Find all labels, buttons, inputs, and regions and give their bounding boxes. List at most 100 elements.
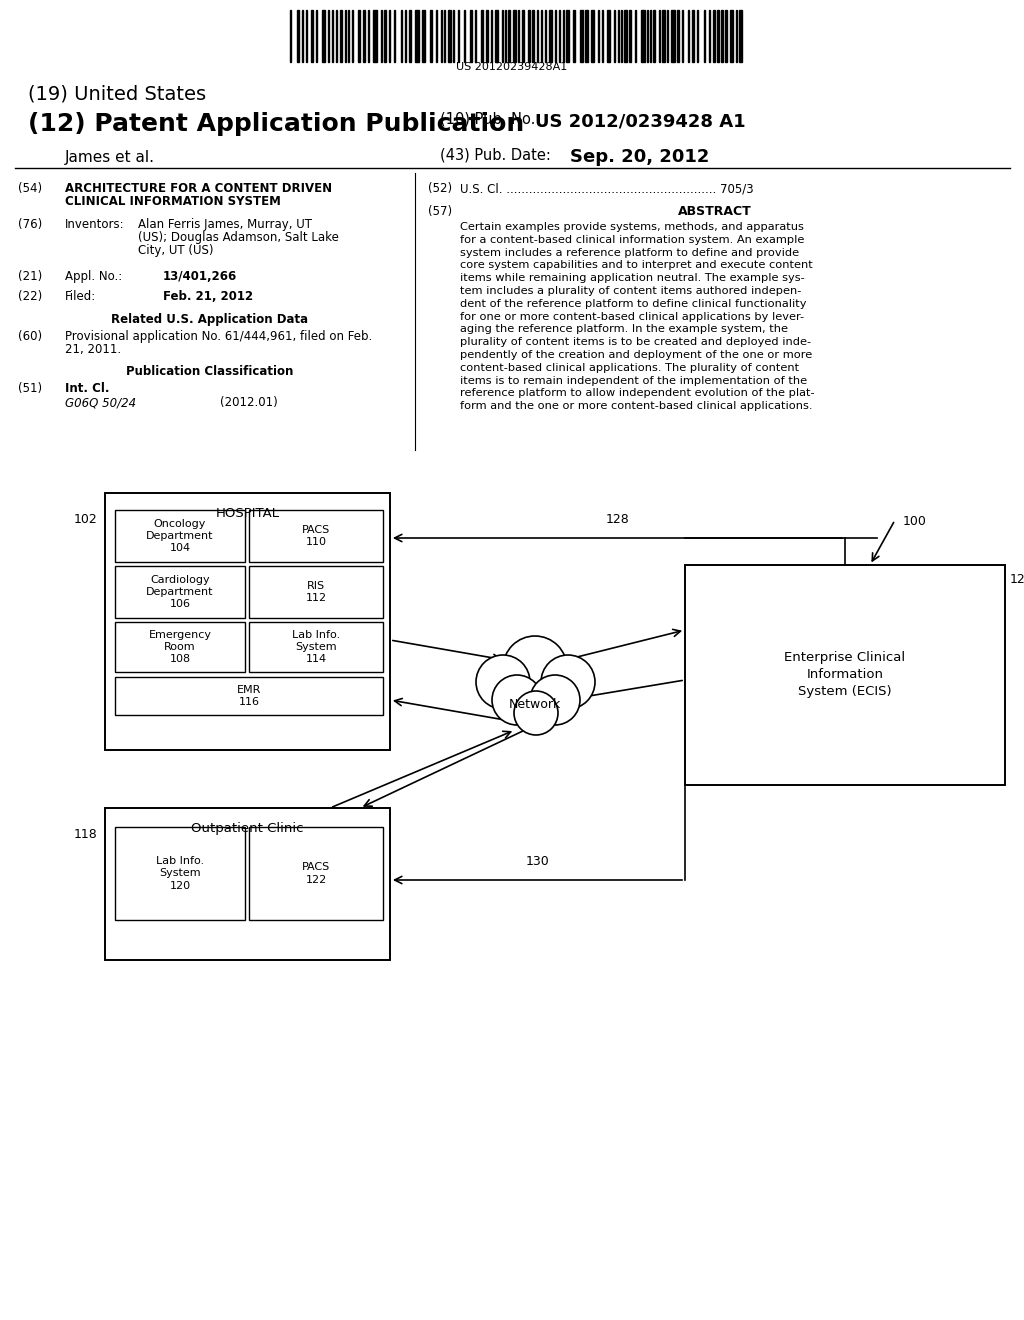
Text: 126: 126 [527,638,551,651]
Text: form and the one or more content-based clinical applications.: form and the one or more content-based c… [460,401,812,412]
Bar [725,11,727,62]
Bar [358,11,360,62]
Bar [249,510,383,562]
Bar [677,11,679,62]
Text: (22): (22) [18,290,42,304]
Text: RIS
112: RIS 112 [305,581,327,603]
Circle shape [476,655,530,709]
Circle shape [503,636,567,700]
Bar [311,11,313,62]
Text: (57): (57) [428,205,453,218]
Text: US 20120239428A1: US 20120239428A1 [457,62,567,73]
Bar [580,11,583,62]
Bar [522,11,524,62]
Bar [422,11,425,62]
Text: reference platform to allow independent evolution of the plat-: reference platform to allow independent … [460,388,815,399]
Bar [409,11,411,62]
Text: (60): (60) [18,330,42,343]
Bar [713,11,715,62]
Text: Inventors:: Inventors: [65,218,125,231]
Bar [653,11,655,62]
Text: Enterprise Clinical
Information
System (ECIS): Enterprise Clinical Information System (… [784,652,905,698]
Text: (2012.01): (2012.01) [220,396,278,409]
Bar [717,11,719,62]
Circle shape [514,690,558,735]
Text: items is to remain independent of the implementation of the: items is to remain independent of the im… [460,376,807,385]
Text: items while remaining application neutral. The example sys-: items while remaining application neutra… [460,273,805,284]
Text: 21, 2011.: 21, 2011. [65,343,121,356]
Text: Publication Classification: Publication Classification [126,366,294,378]
Bar [528,11,530,62]
Text: Feb. 21, 2012: Feb. 21, 2012 [163,290,253,304]
Bar [495,11,498,62]
Text: James et al.: James et al. [65,150,155,165]
Bar [566,11,569,62]
Bar [249,566,383,618]
Bar [115,622,245,672]
Text: Outpatient Clinic: Outpatient Clinic [191,822,304,836]
Text: system includes a reference platform to define and provide: system includes a reference platform to … [460,248,799,257]
Bar [532,11,534,62]
Bar [340,11,342,62]
Bar [430,11,432,62]
Text: Emergency
Room
108: Emergency Room 108 [148,630,212,664]
Bar [607,11,610,62]
Text: (51): (51) [18,381,42,395]
Bar [297,11,299,62]
Text: 130: 130 [525,855,549,869]
Bar [415,11,419,62]
Text: 128: 128 [605,513,630,525]
Bar [508,11,510,62]
Bar [573,11,575,62]
Text: plurality of content items is to be created and deployed inde-: plurality of content items is to be crea… [460,337,811,347]
Bar [624,11,627,62]
Bar [685,565,1005,785]
Text: dent of the reference platform to define clinical functionality: dent of the reference platform to define… [460,298,807,309]
Text: G06Q 50/24: G06Q 50/24 [65,396,136,409]
Text: (76): (76) [18,218,42,231]
Text: (21): (21) [18,271,42,282]
Circle shape [541,655,595,709]
Bar [671,11,675,62]
Bar [105,492,390,750]
Text: aging the reference platform. In the example system, the: aging the reference platform. In the exa… [460,325,788,334]
Bar [692,11,694,62]
Bar [115,677,383,715]
Bar [115,566,245,618]
Bar [362,11,365,62]
Circle shape [530,675,580,725]
Bar [591,11,594,62]
Text: for a content-based clinical information system. An example: for a content-based clinical information… [460,235,805,244]
Bar [481,11,483,62]
Text: US 2012/0239428 A1: US 2012/0239428 A1 [535,112,745,129]
Text: Related U.S. Application Data: Related U.S. Application Data [112,313,308,326]
Circle shape [492,675,542,725]
Text: Int. Cl.: Int. Cl. [65,381,110,395]
Text: 118: 118 [74,828,97,841]
Text: Oncology
Department
104: Oncology Department 104 [146,519,214,553]
Text: CLINICAL INFORMATION SYSTEM: CLINICAL INFORMATION SYSTEM [65,195,281,209]
Text: (10) Pub. No.:: (10) Pub. No.: [440,112,541,127]
Bar [249,622,383,672]
Text: 124: 124 [1010,573,1024,586]
Text: Sep. 20, 2012: Sep. 20, 2012 [570,148,710,166]
Text: (52): (52) [428,182,453,195]
Bar [470,11,472,62]
Text: 102: 102 [74,513,97,525]
Text: City, UT (US): City, UT (US) [138,244,213,257]
Bar [721,11,723,62]
Text: U.S. Cl. ........................................................ 705/3: U.S. Cl. ...............................… [460,182,754,195]
Text: Lab Info.
System
120: Lab Info. System 120 [156,857,204,891]
Bar [449,11,451,62]
Text: PACS
110: PACS 110 [302,525,330,548]
Bar [585,11,588,62]
Text: (US); Douglas Adamson, Salt Lake: (US); Douglas Adamson, Salt Lake [138,231,339,244]
Text: for one or more content-based clinical applications by lever-: for one or more content-based clinical a… [460,312,804,322]
Text: ARCHITECTURE FOR A CONTENT DRIVEN: ARCHITECTURE FOR A CONTENT DRIVEN [65,182,332,195]
Text: Network: Network [509,698,561,711]
Bar [629,11,631,62]
Text: Appl. No.:: Appl. No.: [65,271,122,282]
Text: Certain examples provide systems, methods, and apparatus: Certain examples provide systems, method… [460,222,804,232]
Bar [739,11,742,62]
Text: (12) Patent Application Publication: (12) Patent Application Publication [28,112,524,136]
